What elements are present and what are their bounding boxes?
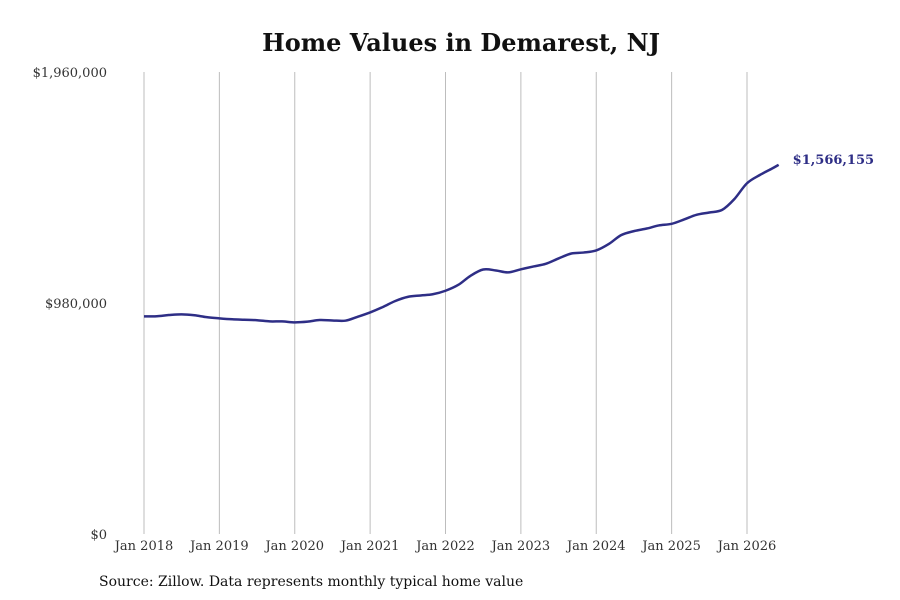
x-tick-label: Jan 2023 [490,539,551,554]
end-value-label: $1,566,155 [793,153,874,168]
x-tick-label: Jan 2022 [414,539,475,554]
x-tick-label: Jan 2025 [640,539,701,554]
x-tick-label: Jan 2020 [263,539,324,554]
series-line [143,163,780,324]
chart-title: Home Values in Demarest, NJ [262,28,660,57]
y-axis-ticks: $0 $980,000 $1,960,000 [33,66,107,543]
series-layer: $1,566,155 [143,153,874,324]
grid-lines [143,72,748,534]
y-tick-label: $980,000 [45,297,107,312]
y-tick-label: $1,960,000 [33,66,107,81]
x-tick-label: Jan 2026 [716,539,777,554]
x-tick-label: Jan 2024 [565,539,626,554]
x-tick-label: Jan 2021 [339,539,400,554]
x-tick-label: Jan 2019 [188,539,249,554]
x-tick-label: Jan 2018 [113,539,174,554]
source-note: Source: Zillow. Data represents monthly … [99,574,524,590]
y-tick-label: $0 [90,528,107,543]
x-axis-ticks: Jan 2018 Jan 2019 Jan 2020 Jan 2021 Jan 2022… [113,539,777,554]
